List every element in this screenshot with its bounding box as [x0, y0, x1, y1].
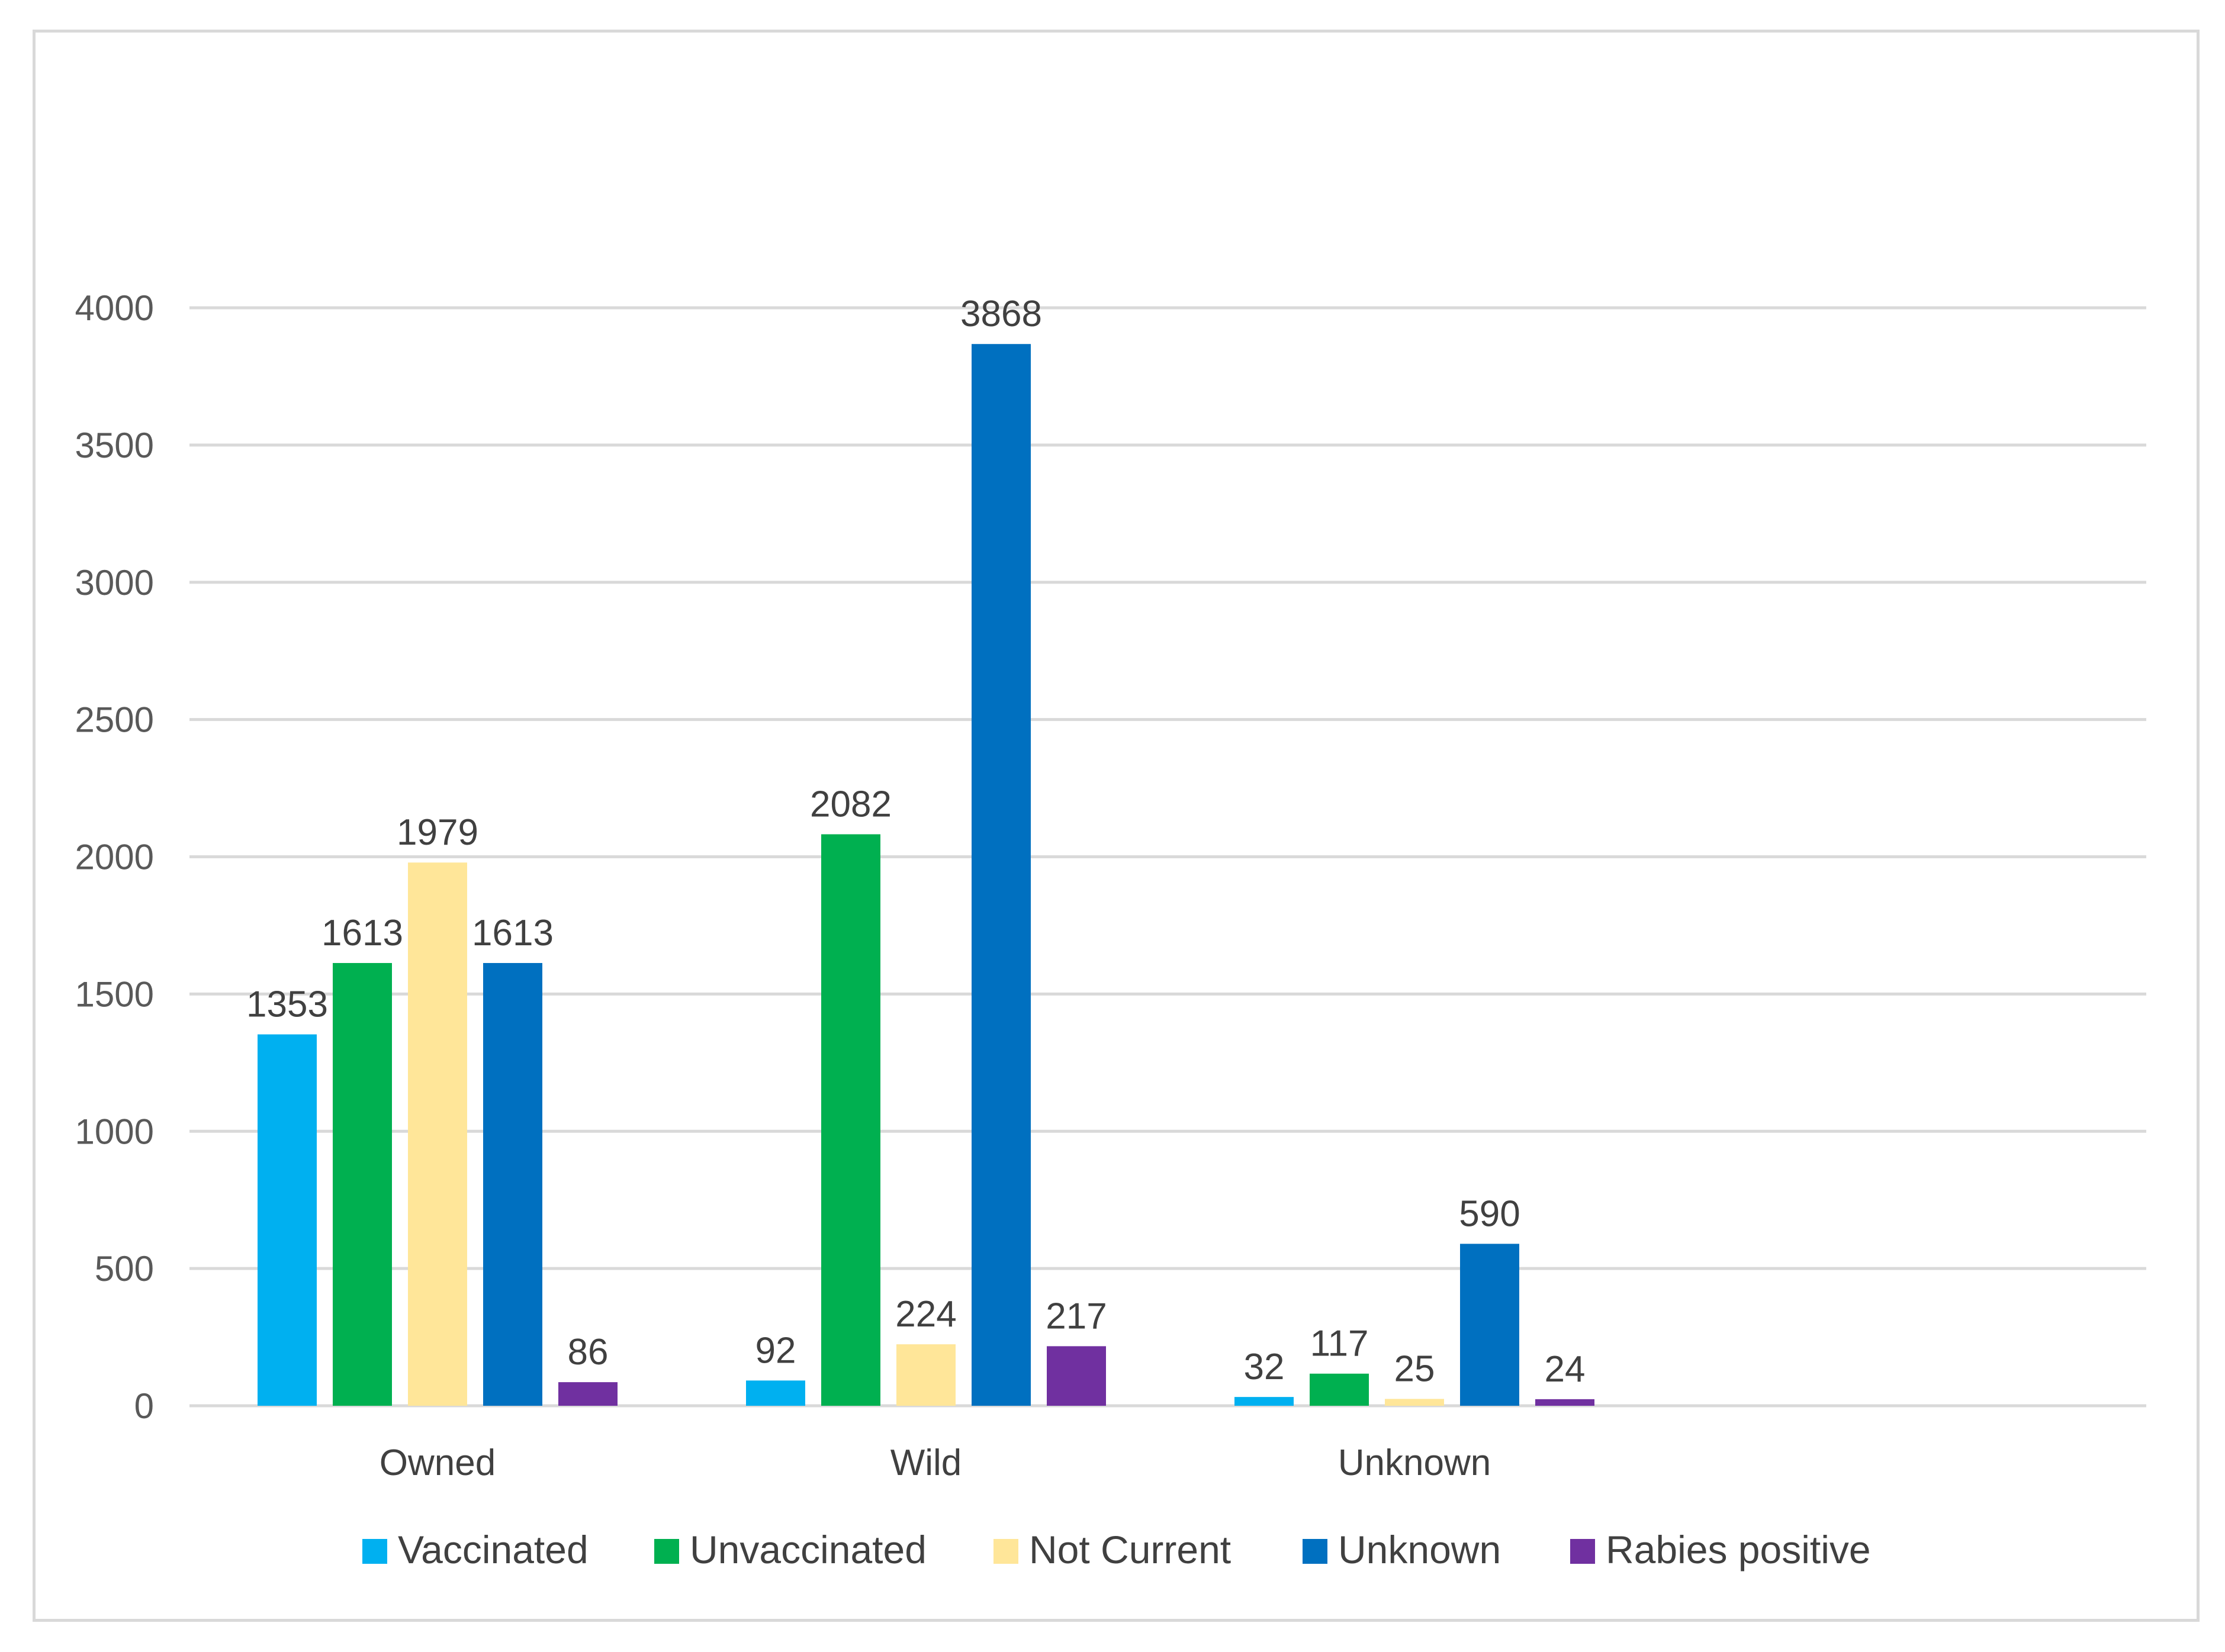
data-label: 1353 — [246, 984, 328, 1025]
data-label: 1613 — [321, 913, 403, 954]
bar-owned-rabies-positive — [558, 1382, 618, 1406]
data-label: 224 — [895, 1294, 956, 1335]
data-label: 590 — [1459, 1193, 1520, 1234]
y-tick-label: 4000 — [75, 288, 154, 328]
bar-owned-not-current — [408, 862, 467, 1406]
data-label: 25 — [1394, 1348, 1435, 1389]
bar-wild-not-current — [896, 1344, 956, 1406]
y-tick-label: 3000 — [75, 563, 154, 603]
legend-item-unvaccinated: Unvaccinated — [654, 1528, 927, 1572]
data-label: 217 — [1046, 1296, 1107, 1337]
chart-frame — [33, 30, 2200, 1622]
legend-item-not-current: Not Current — [993, 1528, 1231, 1572]
data-label: 2082 — [810, 784, 892, 825]
gridlines — [189, 306, 2146, 1408]
data-label: 92 — [755, 1330, 796, 1371]
y-tick-label: 1500 — [75, 974, 154, 1014]
bar-owned-vaccinated — [258, 1034, 317, 1406]
y-tick-label: 3500 — [75, 426, 154, 465]
bars — [258, 344, 1594, 1406]
bar-unknown-vaccinated — [1234, 1397, 1294, 1406]
legend-swatch — [1303, 1539, 1327, 1564]
legend: Vaccinated Unvaccinated Not Current Unknown… — [362, 1528, 1871, 1572]
legend-label: Vaccinated — [398, 1528, 589, 1572]
y-tick-label: 2000 — [75, 838, 154, 877]
legend-label: Unknown — [1338, 1528, 1501, 1572]
bar-unknown-rabies-positive — [1535, 1399, 1594, 1406]
legend-swatch — [1570, 1539, 1595, 1564]
bar-unknown-unvaccinated — [1310, 1373, 1369, 1406]
data-label: 3868 — [960, 294, 1042, 334]
data-label: 1979 — [397, 812, 478, 853]
legend-item-rabies-positive: Rabies positive — [1570, 1528, 1871, 1572]
category-label: Wild — [890, 1442, 962, 1483]
y-tick-label: 500 — [95, 1249, 154, 1289]
legend-swatch — [654, 1539, 679, 1564]
bar-wild-rabies-positive — [1047, 1346, 1106, 1406]
data-label: 117 — [1310, 1323, 1369, 1364]
data-label: 86 — [568, 1332, 609, 1373]
y-tick-label: 0 — [134, 1386, 154, 1426]
legend-label: Unvaccinated — [690, 1528, 927, 1572]
y-tick-label: 2500 — [75, 700, 154, 740]
legend-label: Rabies positive — [1606, 1528, 1871, 1572]
legend-item-unknown: Unknown — [1303, 1528, 1501, 1572]
bar-wild-unvaccinated — [821, 834, 880, 1406]
category-label: Owned — [380, 1442, 496, 1483]
y-tick-label: 1000 — [75, 1112, 154, 1151]
bar-wild-vaccinated — [746, 1380, 805, 1406]
category-labels: Owned Wild Unknown — [380, 1442, 1491, 1483]
y-axis-ticks: 0 500 1000 1500 2000 2500 3000 3500 4000 — [75, 288, 154, 1426]
legend-swatch — [362, 1539, 387, 1564]
category-label: Unknown — [1338, 1442, 1491, 1483]
legend-label: Not Current — [1029, 1528, 1231, 1572]
bar-unknown-unknown — [1460, 1244, 1519, 1406]
bar-unknown-not-current — [1385, 1399, 1444, 1406]
data-label: 1613 — [472, 913, 554, 954]
legend-item-vaccinated: Vaccinated — [362, 1528, 589, 1572]
legend-swatch — [993, 1539, 1018, 1564]
data-labels: 1353 1613 1979 1613 86 92 2082 224 3868 217 32 117 2… — [246, 294, 1585, 1390]
bar-wild-unknown — [972, 344, 1031, 1406]
bar-owned-unknown — [483, 962, 542, 1406]
data-label: 32 — [1244, 1347, 1285, 1387]
bar-owned-unvaccinated — [333, 962, 392, 1406]
data-label: 24 — [1545, 1349, 1586, 1390]
